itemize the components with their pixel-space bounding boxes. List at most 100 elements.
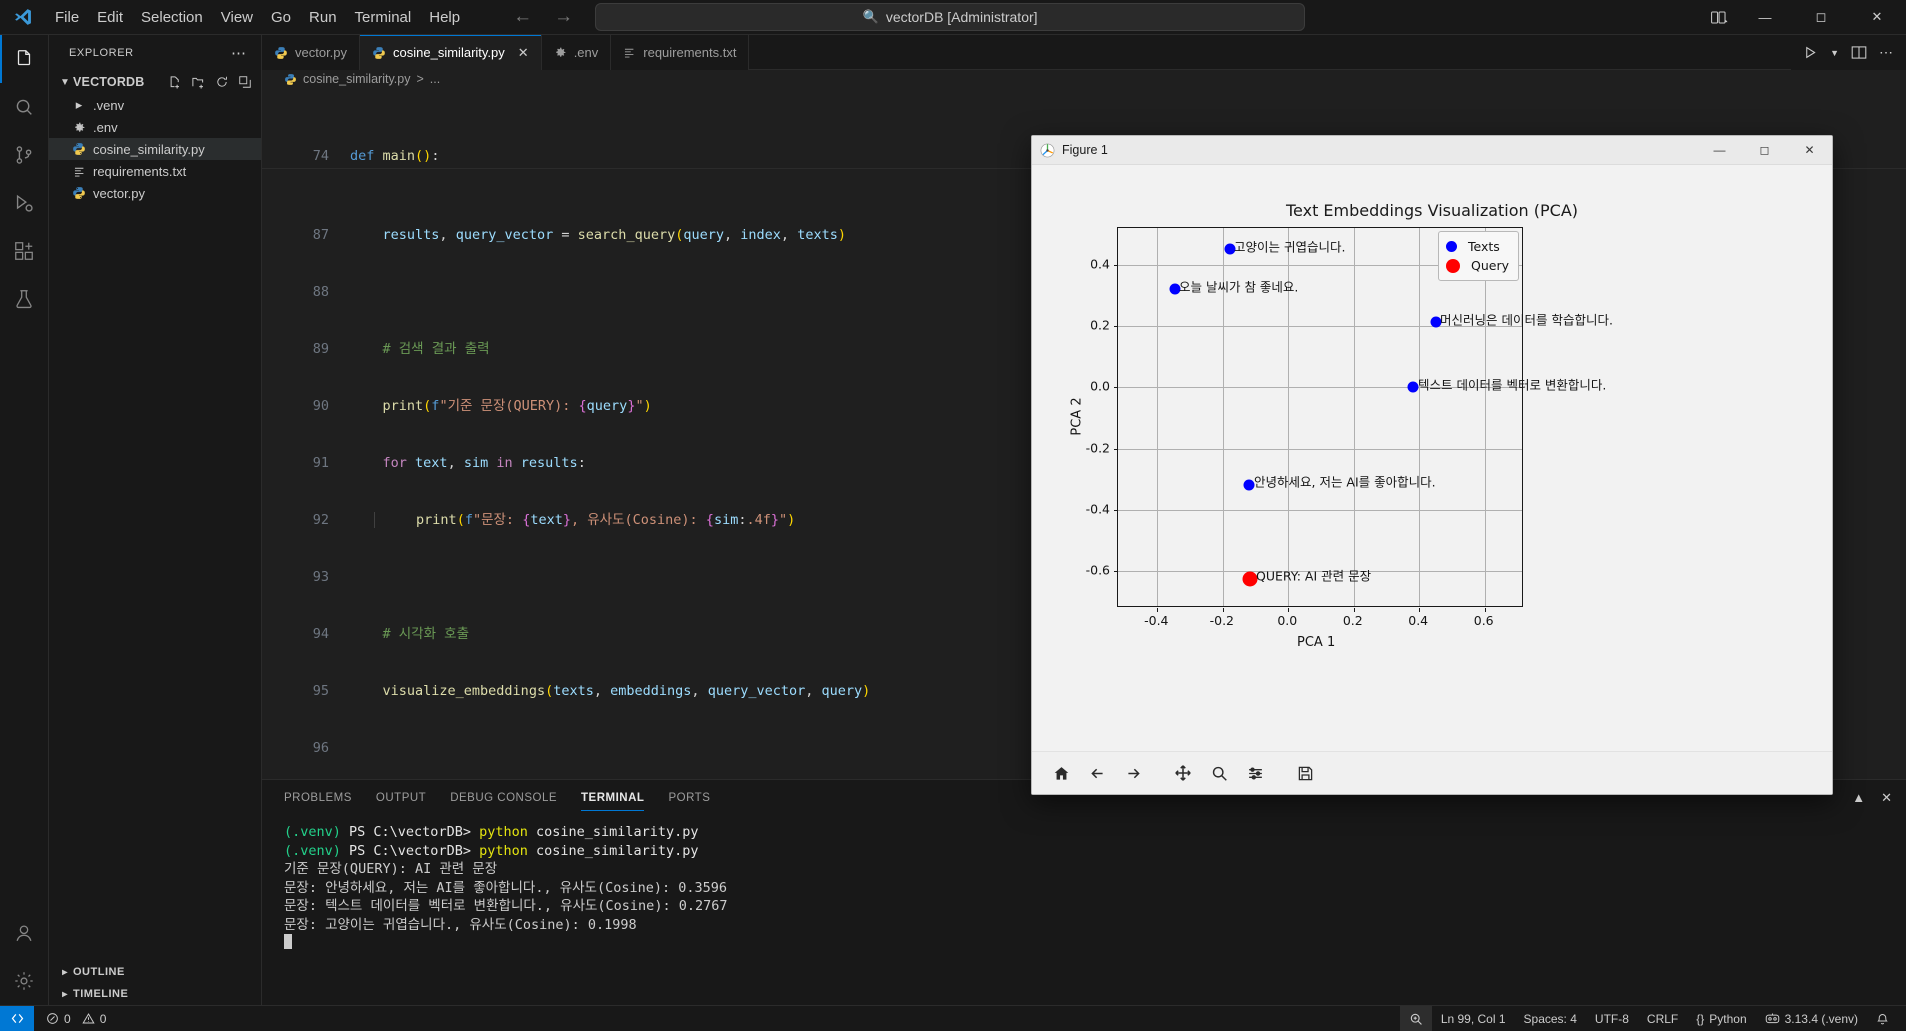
- braces-icon: {}: [1696, 1011, 1705, 1026]
- activity-explorer-icon[interactable]: [0, 35, 48, 83]
- collapse-folders-icon[interactable]: [238, 75, 252, 90]
- indentation-setting[interactable]: Spaces: 4: [1523, 1011, 1577, 1026]
- explorer-item-label: .env: [93, 119, 118, 135]
- activity-settings-gear-icon[interactable]: [0, 957, 48, 1005]
- matplotlib-figure-window[interactable]: Figure 1 — ◻ ✕ Text Embeddings Visualiza…: [1031, 135, 1833, 795]
- new-file-icon[interactable]: [167, 75, 182, 90]
- zoom-icon[interactable]: [1399, 1006, 1432, 1031]
- code-text: for text, sim in results:: [382, 454, 586, 471]
- refresh-explorer-icon[interactable]: [215, 75, 229, 90]
- pan-icon[interactable]: [1168, 759, 1198, 787]
- chevron-down-icon[interactable]: ▼: [1830, 47, 1839, 58]
- panel-tab-output[interactable]: OUTPUT: [375, 791, 427, 804]
- arrow-right-icon[interactable]: →: [554, 6, 574, 27]
- menu-file[interactable]: File: [55, 8, 80, 26]
- x-tick-label: -0.2: [1209, 613, 1234, 628]
- breadcrumb-file[interactable]: cosine_similarity.py: [303, 72, 411, 87]
- encoding-setting[interactable]: UTF-8: [1594, 1011, 1629, 1026]
- run-python-file-icon[interactable]: [1803, 45, 1818, 60]
- terminal-prompt: PS C:\vectorDB>: [340, 824, 480, 840]
- explorer-item-env[interactable]: .env: [49, 116, 261, 138]
- menu-go[interactable]: Go: [271, 8, 292, 26]
- zoom-rect-icon[interactable]: [1204, 759, 1234, 787]
- python-interpreter-status[interactable]: 3.13.4 (.venv): [1756, 1006, 1867, 1031]
- activity-source-control-icon[interactable]: [0, 131, 48, 179]
- customize-layout-icon[interactable]: [1706, 5, 1732, 29]
- menu-selection[interactable]: Selection: [141, 8, 203, 26]
- command-center-search[interactable]: 🔍 vectorDB [Administrator]: [595, 3, 1306, 31]
- code-text: print(f"문장: {text}, 유사도(Cosine): {sim:.4…: [350, 511, 795, 530]
- menu-help[interactable]: Help: [429, 8, 461, 26]
- interpreter-label: 3.13.4 (.venv): [1784, 1011, 1858, 1026]
- explorer-more-actions-icon[interactable]: ⋯: [231, 44, 247, 62]
- line-number: 87: [312, 226, 329, 243]
- save-icon[interactable]: [1290, 759, 1320, 787]
- terminal-cursor: [284, 934, 292, 949]
- query-data-point: [1242, 571, 1258, 587]
- panel-tab-ports[interactable]: PORTS: [668, 791, 711, 804]
- configure-subplots-icon[interactable]: [1240, 759, 1270, 787]
- panel-close-icon[interactable]: ✕: [1881, 789, 1892, 805]
- window-maximize-button[interactable]: ◻: [1815, 9, 1827, 24]
- code-text: [350, 283, 358, 302]
- explorer-root-folder[interactable]: ▼ VECTORDB: [49, 70, 261, 94]
- explorer-item-label: vector.py: [93, 185, 146, 201]
- new-folder-icon[interactable]: [191, 75, 206, 90]
- arrow-left-icon[interactable]: ←: [513, 6, 533, 27]
- bell-icon[interactable]: [1867, 1006, 1898, 1031]
- explorer-item-vector[interactable]: vector.py: [49, 182, 261, 204]
- back-arrow-icon[interactable]: [1082, 759, 1112, 787]
- menu-view[interactable]: View: [220, 8, 253, 26]
- panel-maximize-icon[interactable]: ▲: [1852, 790, 1866, 805]
- gridline-horizontal: [1118, 571, 1522, 573]
- eol-setting[interactable]: CRLF: [1646, 1011, 1679, 1026]
- sidebar-section-outline[interactable]: ▸ OUTLINE: [49, 961, 261, 983]
- activity-account-icon[interactable]: [0, 909, 48, 957]
- explorer-item-cosine-similarity[interactable]: cosine_similarity.py: [49, 138, 261, 160]
- panel-actions: ▲ ✕: [1852, 790, 1906, 806]
- explorer-item-venv[interactable]: ▸ .venv: [49, 94, 261, 116]
- vscode-logo-icon: [0, 7, 46, 27]
- figure-close-button[interactable]: ✕: [1804, 143, 1815, 157]
- window-minimize-button[interactable]: —: [1758, 9, 1772, 25]
- menu-edit[interactable]: Edit: [97, 8, 124, 26]
- data-point: [1407, 381, 1419, 393]
- activity-testing-icon[interactable]: [0, 275, 48, 323]
- language-mode[interactable]: {} Python: [1687, 1006, 1755, 1031]
- cursor-position[interactable]: Ln 99, Col 1: [1440, 1011, 1506, 1026]
- explorer-item-requirements[interactable]: requirements.txt: [49, 160, 261, 182]
- editor-tab-bar: vector.py cosine_similarity.py ✕ .env: [262, 35, 1906, 70]
- search-icon: 🔍: [862, 9, 879, 24]
- tab-requirements-txt[interactable]: requirements.txt: [611, 35, 750, 70]
- gridline-vertical: [1288, 228, 1290, 606]
- forward-arrow-icon[interactable]: [1118, 759, 1148, 787]
- remote-indicator-button[interactable]: [0, 1006, 34, 1031]
- menu-run[interactable]: Run: [309, 8, 337, 26]
- tab-cosine-similarity-py[interactable]: cosine_similarity.py ✕: [360, 35, 542, 70]
- panel-tab-debug-console[interactable]: DEBUG CONSOLE: [450, 791, 558, 804]
- panel-tab-terminal[interactable]: TERMINAL: [581, 780, 645, 815]
- window-close-button[interactable]: ✕: [1871, 9, 1883, 24]
- terminal-output[interactable]: (.venv) PS C:\vectorDB> python cosine_si…: [262, 815, 1906, 1005]
- activity-search-icon[interactable]: [0, 83, 48, 131]
- tab-vector-py[interactable]: vector.py: [262, 35, 361, 70]
- query-point-label: QUERY: AI 관련 문장: [1256, 568, 1372, 584]
- breadcrumb-rest[interactable]: ...: [429, 72, 441, 87]
- problems-status[interactable]: 0 0: [40, 1006, 115, 1031]
- gear-icon: [554, 46, 567, 59]
- more-editor-actions-icon[interactable]: ⋯: [1879, 44, 1894, 60]
- x-tick-label: 0.0: [1277, 613, 1298, 628]
- sidebar-section-timeline[interactable]: ▸ TIMELINE: [49, 983, 261, 1005]
- split-editor-right-icon[interactable]: [1851, 45, 1867, 60]
- figure-minimize-button[interactable]: —: [1713, 143, 1726, 157]
- activity-extensions-icon[interactable]: [0, 227, 48, 275]
- figure-maximize-button[interactable]: ◻: [1759, 143, 1770, 157]
- legend-marker-icon: [1446, 241, 1457, 252]
- menu-terminal[interactable]: Terminal: [354, 8, 412, 26]
- activity-run-debug-icon[interactable]: [0, 179, 48, 227]
- tab-close-icon[interactable]: ✕: [517, 44, 529, 60]
- tab-env[interactable]: .env: [541, 35, 612, 70]
- panel-tab-problems[interactable]: PROBLEMS: [284, 791, 352, 804]
- line-number: 96: [312, 739, 329, 756]
- home-icon[interactable]: [1046, 759, 1076, 787]
